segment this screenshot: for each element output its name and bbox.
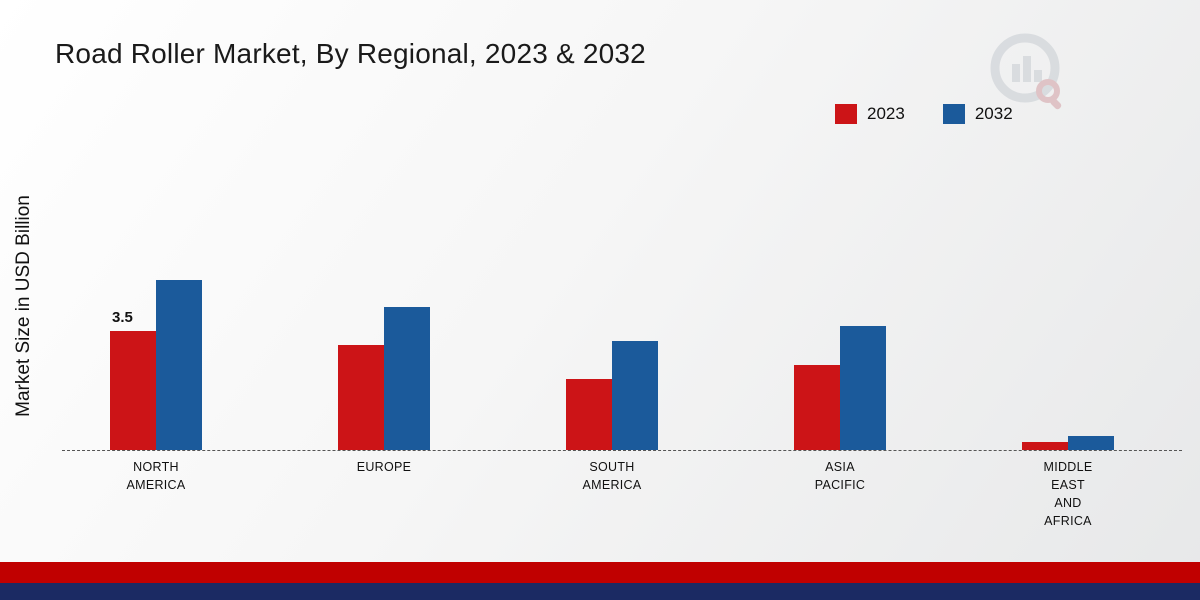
legend-swatch-2032 xyxy=(942,104,965,124)
bar-group: MIDDLE EAST AND AFRICA xyxy=(954,120,1182,531)
bar-pair xyxy=(338,120,430,450)
bar-2023-asia-pacific xyxy=(794,365,840,450)
category-label: MIDDLE EAST AND AFRICA xyxy=(1043,460,1093,529)
bar-value-label: 3.5 xyxy=(112,309,133,326)
category-label: NORTH AMERICA xyxy=(126,460,186,493)
legend-label-2032: 2032 xyxy=(974,104,1013,123)
market-research-logo-icon xyxy=(985,28,1071,119)
legend-item-2023: 2023 xyxy=(835,104,905,124)
bar-2032-south-america xyxy=(612,341,658,450)
footer-accent-strip xyxy=(0,562,1200,583)
bar-2023-north-america: 3.5 xyxy=(110,309,156,450)
legend-label-2023: 2023 xyxy=(867,104,905,123)
bar-group: 3.5 NORTH AMERICA xyxy=(42,120,270,531)
bar-pair xyxy=(794,120,886,450)
bar-2032-middle-east-and-africa xyxy=(1068,436,1114,450)
y-axis-label: Market Size in USD Billion xyxy=(13,195,34,417)
category-label: SOUTH AMERICA xyxy=(582,460,642,493)
category-label: EUROPE xyxy=(356,460,412,474)
bar-group: EUROPE xyxy=(270,120,498,531)
bar-2023-middle-east-and-africa xyxy=(1022,441,1068,450)
x-axis-baseline xyxy=(62,450,1182,451)
footer-bar-strip xyxy=(0,583,1200,600)
bar-chart: 3.5 NORTH AMERICA EUROPE SOUTH AMERICA ASIA PAC… xyxy=(42,120,1182,540)
bar-pair xyxy=(1022,120,1114,450)
bar-group: ASIA PACIFIC xyxy=(726,120,954,531)
bar-pair: 3.5 xyxy=(110,120,202,450)
page-title: Road Roller Market, By Regional, 2023 & … xyxy=(55,38,646,69)
chart-legend: 2023 2032 xyxy=(835,104,1013,124)
bar-2032-asia-pacific xyxy=(840,325,886,450)
bar-2023-south-america xyxy=(566,378,612,450)
category-label: ASIA PACIFIC xyxy=(814,460,866,493)
chart-groups: 3.5 NORTH AMERICA EUROPE SOUTH AMERICA ASIA PAC… xyxy=(42,120,1182,531)
legend-item-2032: 2032 xyxy=(942,104,1013,124)
legend-swatch-2023 xyxy=(835,104,857,124)
bar-2032-europe xyxy=(384,307,430,450)
bar-group: SOUTH AMERICA xyxy=(498,120,726,531)
bar-2023-europe xyxy=(338,344,384,450)
bar-pair xyxy=(566,120,658,450)
bar-2032-north-america xyxy=(156,280,202,450)
